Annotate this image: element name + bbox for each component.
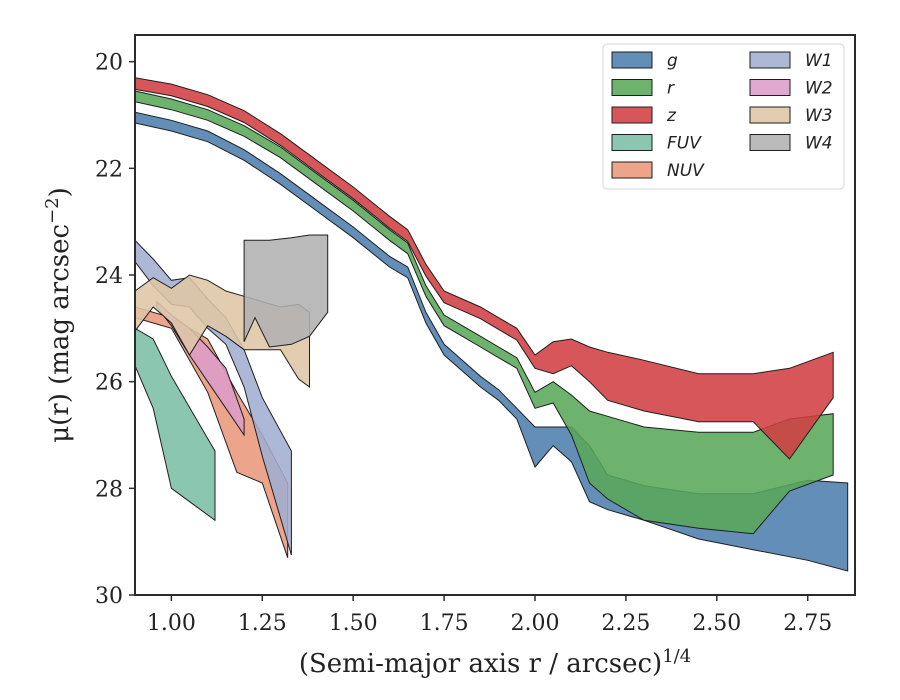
y-axis-label-suffix: ) [45,187,75,197]
legend-swatch-r [611,79,653,96]
legend-swatch-z [611,106,653,124]
legend-swatch-nuv [611,161,653,179]
y-tick-label: 22 [95,157,123,182]
y-tick-label: 26 [95,371,123,396]
legend-label-nuv: NUV [667,161,705,181]
x-axis-label: (Semi-major axis r / arcsec)1/4 [299,646,691,679]
legend-swatch-w2 [749,79,791,96]
band-w4 [243,234,329,348]
legend-swatch-g [611,51,653,69]
legend-label-fuv: FUV [667,134,702,154]
legend-label-w1: W1 [805,51,833,71]
x-axis-label-text: (Semi-major axis r / arcsec) [299,649,662,679]
band-r [135,90,834,535]
band-series-group [135,77,849,572]
legend-label-w2: W2 [805,79,833,99]
y-tick-label: 30 [95,584,123,609]
legend-label-g: g [667,51,678,71]
legend-swatch-w4 [749,134,791,151]
legend-swatch-fuv [611,134,653,151]
legend-swatch-w3 [749,106,791,124]
band-fuv [135,327,216,522]
legend-label-r: r [667,79,675,99]
x-axis-label-superscript: 1/4 [662,646,691,667]
y-tick-label: 20 [95,51,123,76]
legend: grz FUV NUV W1 W2 W3 W4 [602,43,845,190]
legend-label-w3: W3 [805,106,833,126]
y-axis-label: μ(r) (mag arcsec−2) [42,187,75,443]
plot-frame [134,34,856,596]
x-tick-label: 2.50 [692,611,741,636]
legend-label-z: z [666,106,677,126]
x-tick-label: 1.00 [147,611,196,636]
x-tick-label: 2.75 [783,611,832,636]
x-tick-label: 1.50 [329,611,378,636]
y-axis-label-superscript: −2 [42,197,63,224]
x-tick-label: 2.25 [601,611,650,636]
y-axis-label-text: μ(r) (mag arcsec [45,224,75,443]
y-axis-ticks: 20 22 24 26 28 30 [95,51,135,609]
x-axis-ticks: 1.00 1.25 1.50 1.75 2.00 2.25 2.50 2.75 [147,595,832,636]
x-tick-label: 1.75 [420,611,469,636]
y-tick-label: 28 [95,477,123,502]
x-tick-label: 2.00 [511,611,560,636]
y-tick-label: 24 [95,264,123,289]
band-z [135,77,834,460]
legend-swatch-w1 [749,51,791,69]
x-tick-label: 1.25 [238,611,287,636]
legend-label-w4: W4 [805,134,833,154]
band-g [135,111,849,572]
